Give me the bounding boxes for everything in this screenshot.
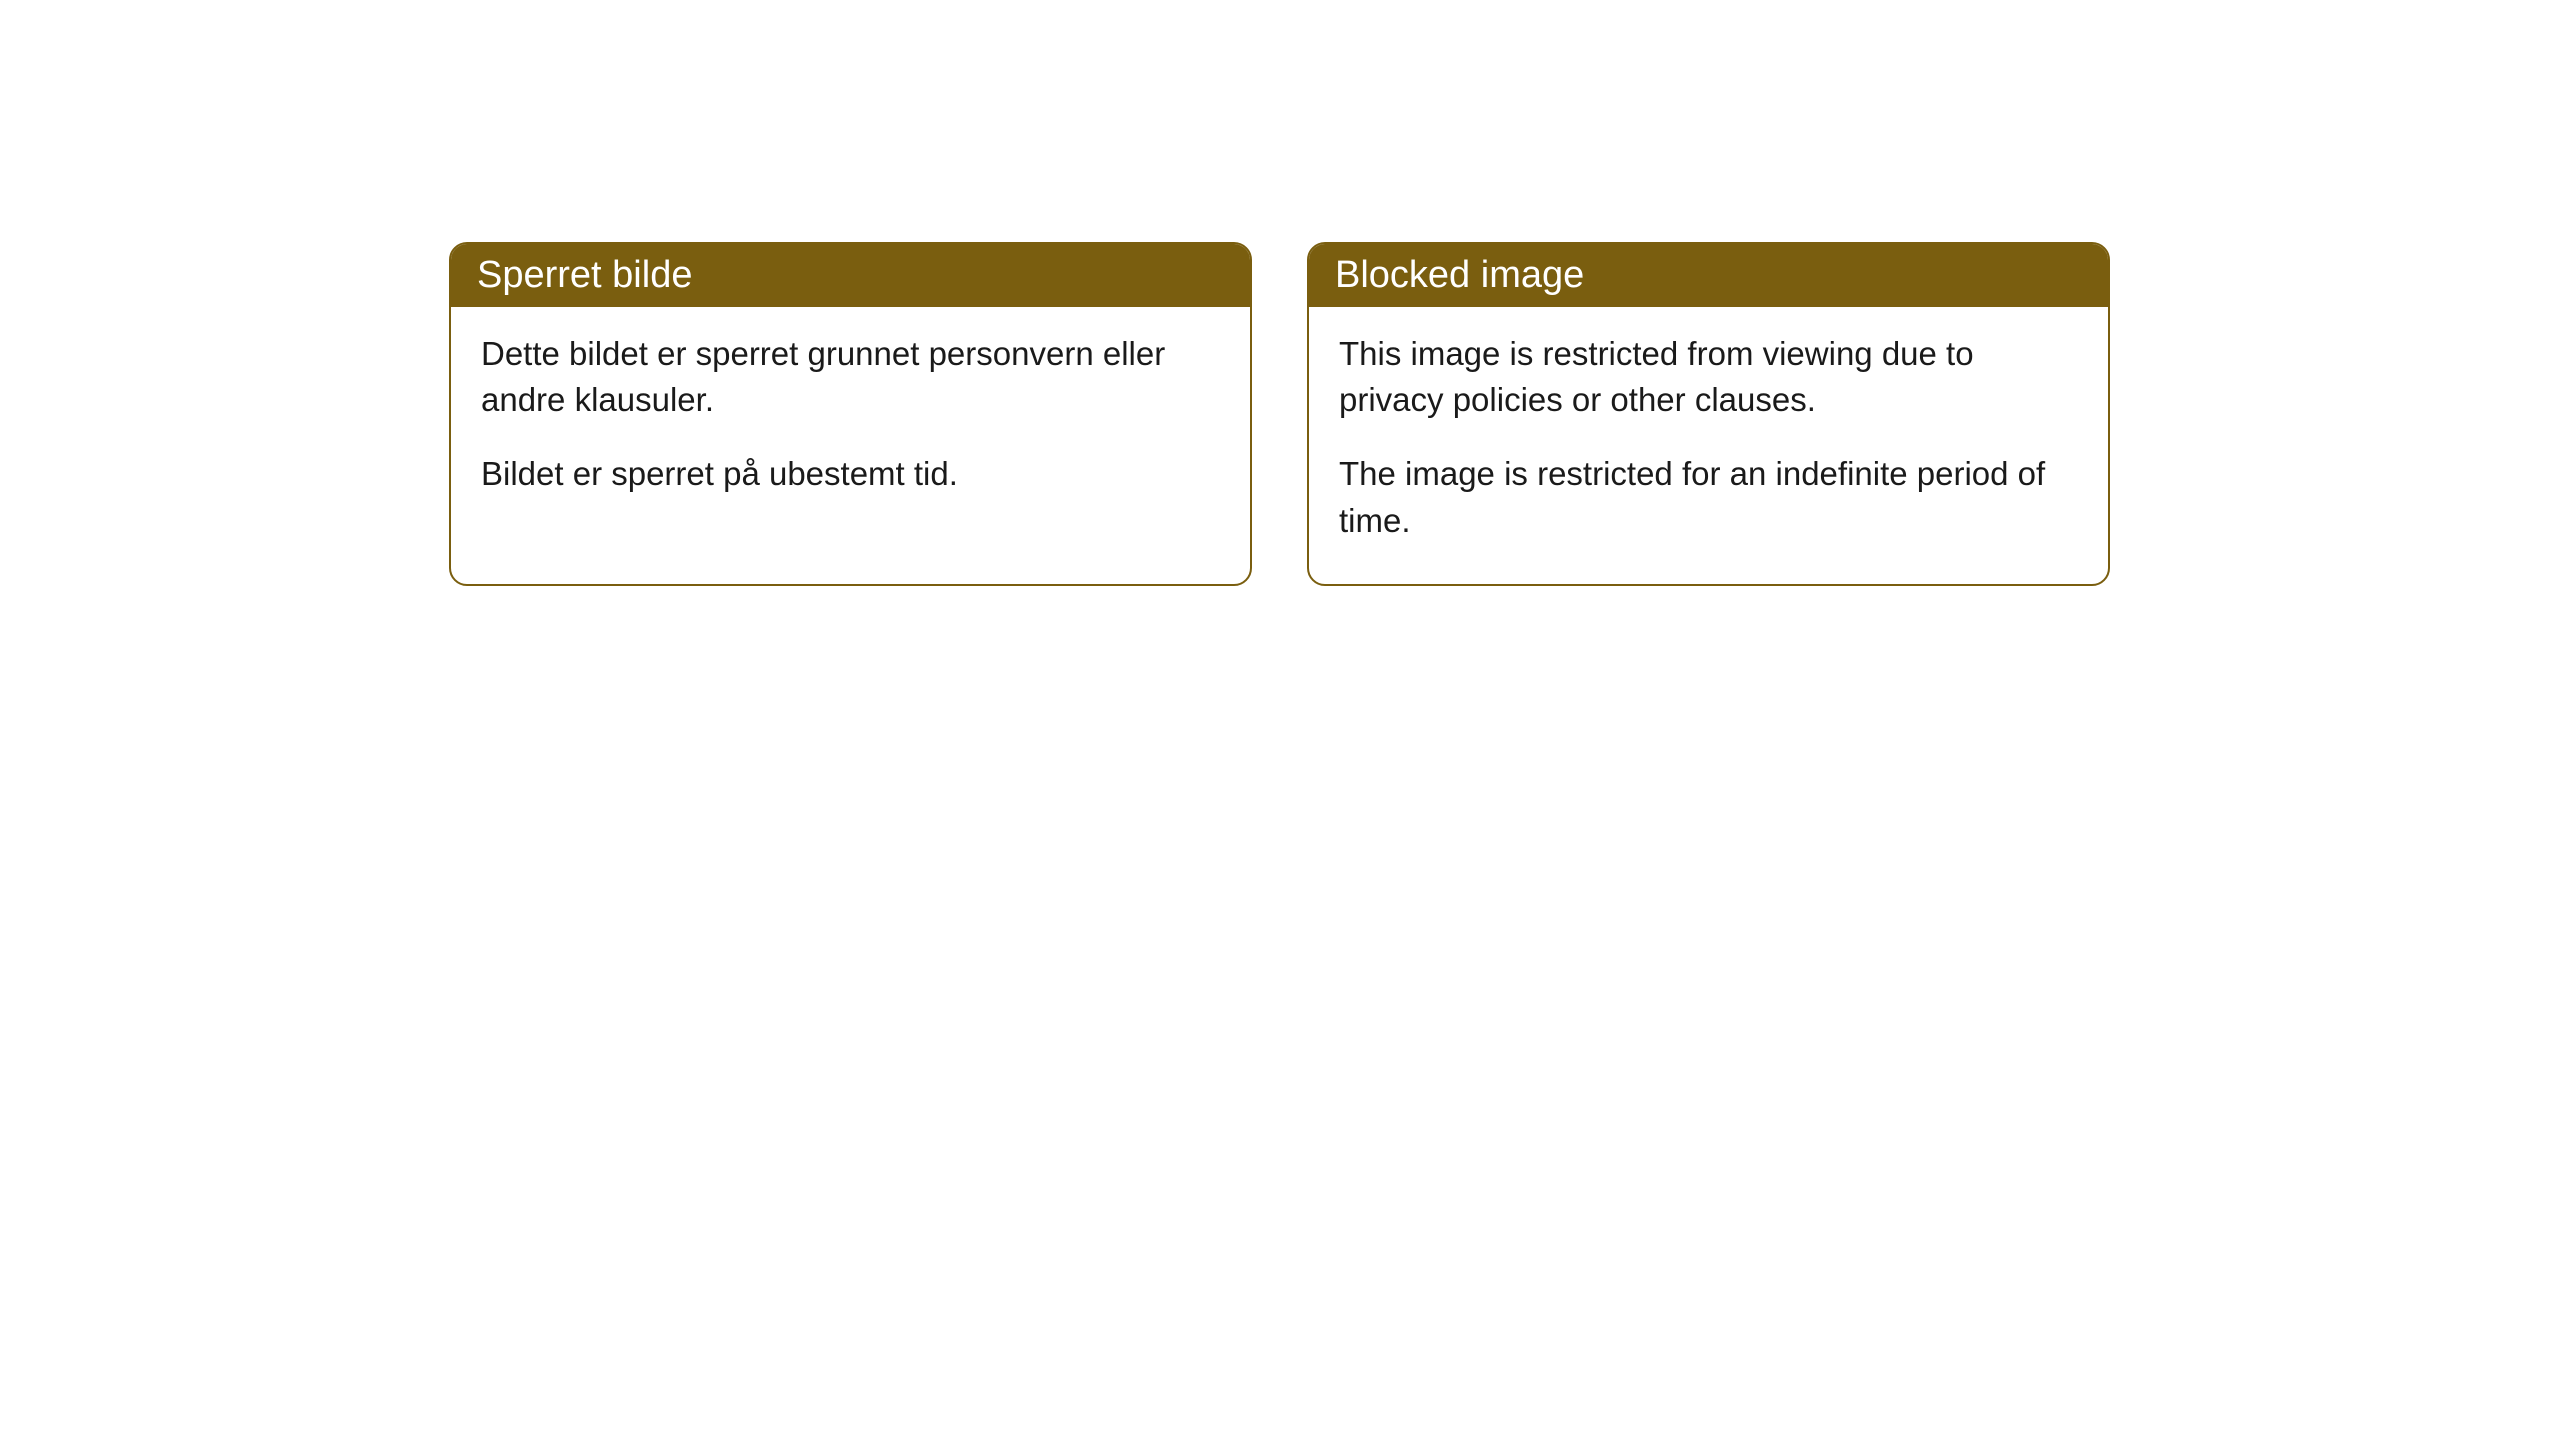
card-header-english: Blocked image xyxy=(1309,244,2108,307)
card-body-norwegian: Dette bildet er sperret grunnet personve… xyxy=(451,307,1250,538)
card-body-english: This image is restricted from viewing du… xyxy=(1309,307,2108,584)
card-header-norwegian: Sperret bilde xyxy=(451,244,1250,307)
card-paragraph-2-english: The image is restricted for an indefinit… xyxy=(1339,451,2078,543)
card-paragraph-2-norwegian: Bildet er sperret på ubestemt tid. xyxy=(481,451,1220,497)
cards-container: Sperret bilde Dette bildet er sperret gr… xyxy=(449,242,2110,586)
card-norwegian: Sperret bilde Dette bildet er sperret gr… xyxy=(449,242,1252,586)
card-paragraph-1-norwegian: Dette bildet er sperret grunnet personve… xyxy=(481,331,1220,423)
card-english: Blocked image This image is restricted f… xyxy=(1307,242,2110,586)
card-paragraph-1-english: This image is restricted from viewing du… xyxy=(1339,331,2078,423)
